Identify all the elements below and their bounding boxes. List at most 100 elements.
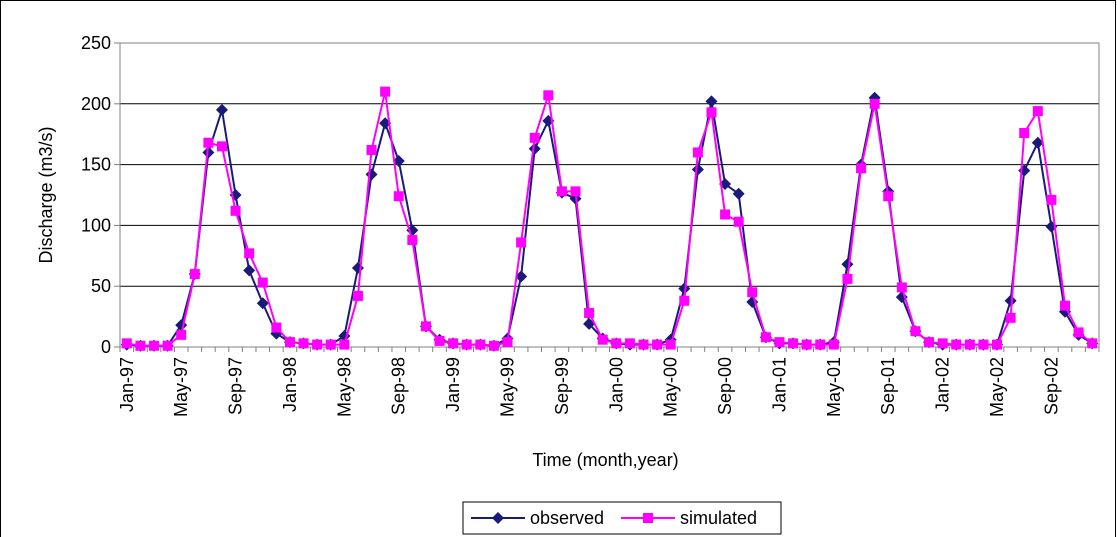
series-group <box>120 86 1099 352</box>
observed-point <box>392 154 405 167</box>
simulated-point <box>706 107 717 118</box>
observed-point <box>351 261 364 274</box>
simulated-point <box>448 338 459 349</box>
simulated-point <box>720 209 731 220</box>
simulated-point <box>624 338 635 349</box>
y-tick-label: 250 <box>81 33 111 53</box>
legend-item-observed: observed <box>471 508 604 528</box>
simulated-point <box>992 339 1003 350</box>
simulated-point <box>352 290 363 301</box>
simulated-point <box>869 98 880 109</box>
y-axis-title: Discharge (m3/s) <box>36 126 56 263</box>
simulated-point <box>665 339 676 350</box>
x-tick-label: Sep-98 <box>389 357 409 415</box>
simulated-point <box>502 337 513 348</box>
simulated-point <box>801 339 812 350</box>
observed-point <box>215 103 228 116</box>
y-axis: 0 50 100 150 200 250 <box>81 33 120 357</box>
simulated-point <box>692 147 703 158</box>
observed-point <box>691 163 704 176</box>
simulated-point <box>760 332 771 343</box>
observed-point <box>1018 164 1031 177</box>
simulated-point <box>774 337 785 348</box>
x-tick-label: Jan-98 <box>280 357 300 412</box>
y-tick-label: 100 <box>81 215 111 235</box>
x-tick-label: Sep-00 <box>715 357 735 415</box>
simulated-point <box>244 248 255 259</box>
observed-point <box>1004 294 1017 307</box>
simulated-point <box>964 339 975 350</box>
simulated-point <box>339 339 350 350</box>
simulated-point <box>815 339 826 350</box>
simulated-point <box>434 335 445 346</box>
simulated-point <box>570 186 581 197</box>
legend-square-marker <box>643 513 653 523</box>
x-tick-label: Sep-02 <box>1041 357 1061 415</box>
simulated-point <box>203 137 214 148</box>
x-tick-label: Jan-01 <box>769 357 789 412</box>
gridlines <box>120 42 1099 287</box>
simulated-point <box>733 216 744 227</box>
simulated-point <box>488 340 499 351</box>
simulated-point <box>366 145 377 156</box>
simulated-point <box>393 191 404 202</box>
simulated-point <box>257 277 268 288</box>
observed-point <box>515 270 528 283</box>
simulated-point <box>937 338 948 349</box>
simulated-line <box>126 91 1093 347</box>
simulated-point <box>597 334 608 345</box>
simulated-point <box>896 282 907 293</box>
x-tick-label: Jan-00 <box>606 357 626 412</box>
simulated-point <box>1060 300 1071 311</box>
simulated-point <box>951 339 962 350</box>
simulated-point <box>216 141 227 152</box>
simulated-point <box>679 295 690 306</box>
simulated-point <box>148 340 159 351</box>
simulated-point <box>475 339 486 350</box>
observed-point <box>1031 136 1044 149</box>
x-tick-label: May-98 <box>334 357 354 417</box>
simulated-point <box>910 326 921 337</box>
simulated-point <box>856 163 867 174</box>
legend-label: simulated <box>680 508 757 528</box>
simulated-point <box>135 340 146 351</box>
x-tick-label: Jan-02 <box>933 357 953 412</box>
legend-item-simulated: simulated <box>621 508 757 528</box>
simulated-point <box>189 269 200 280</box>
legend-diamond-marker <box>492 512 504 524</box>
simulated-point <box>842 273 853 284</box>
simulated-point <box>420 321 431 332</box>
y-tick-label: 50 <box>91 276 111 296</box>
simulated-point <box>1019 127 1030 138</box>
simulated-point <box>407 234 418 245</box>
x-tick-label: May-02 <box>987 357 1007 417</box>
simulated-point <box>978 339 989 350</box>
simulated-point <box>584 307 595 318</box>
observed-point <box>365 168 378 181</box>
observed-point <box>678 282 691 295</box>
observed-series <box>120 91 1099 352</box>
y-tick-label: 0 <box>101 337 111 357</box>
simulated-point <box>121 338 132 349</box>
x-tick-label: Jan-99 <box>443 357 463 412</box>
x-tick-label: May-97 <box>171 357 191 417</box>
observed-point <box>243 264 256 277</box>
x-tick-label: Jan-97 <box>117 357 137 412</box>
simulated-point <box>312 339 323 350</box>
observed-point <box>841 258 854 271</box>
observed-point <box>202 146 215 159</box>
simulated-point <box>556 186 567 197</box>
simulated-point <box>380 86 391 97</box>
x-tick-label: Sep-01 <box>878 357 898 415</box>
simulated-point <box>271 322 282 333</box>
simulated-point <box>461 339 472 350</box>
simulated-point <box>516 237 527 248</box>
legend: observed simulated <box>462 501 782 535</box>
simulated-point <box>284 337 295 348</box>
simulated-point <box>1032 106 1043 117</box>
simulated-point <box>1073 327 1084 338</box>
simulated-point <box>529 132 540 143</box>
simulated-point <box>828 339 839 350</box>
